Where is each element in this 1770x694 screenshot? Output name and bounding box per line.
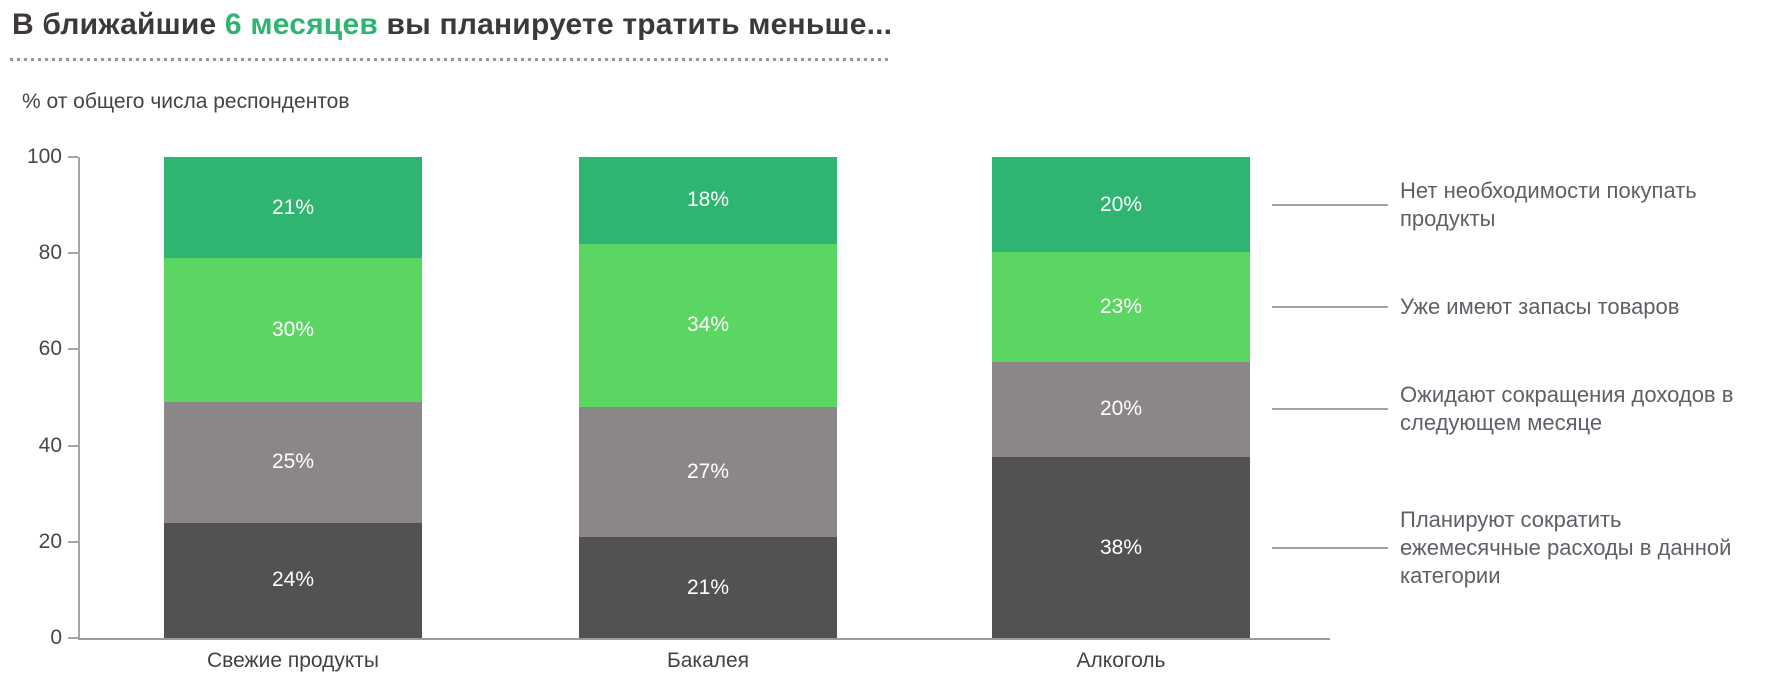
legend-item-label: Уже имеют запасы товаров (1400, 294, 1680, 319)
bar-segment: 30% (164, 258, 422, 403)
segment-value-label: 21% (686, 575, 730, 599)
bar-segment: 24% (164, 522, 422, 638)
page-title: В ближайшие 6 месяцев вы планируете трат… (12, 8, 892, 42)
segment-value-label: 30% (271, 318, 315, 342)
stacked-bar: 24% 25% 30% 21% (164, 157, 422, 638)
legend-item-label: Ожидают сокращения доходов в следующем м… (1400, 382, 1734, 436)
y-axis-tick-label: 40 (38, 433, 62, 457)
bar-segment: 21% (164, 157, 422, 259)
bar-segment: 27% (579, 407, 837, 537)
title-prefix: В ближайшие (12, 8, 225, 41)
bar-segment: 20% (992, 157, 1250, 253)
y-axis-tick-label: 60 (38, 337, 62, 361)
y-axis-tick (68, 637, 78, 639)
y-axis-caption: % от общего числа респондентов (22, 90, 350, 113)
segment-value-label: 25% (271, 450, 315, 474)
segment-value-label: 34% (686, 313, 730, 337)
title-underline-dotted-rule (10, 58, 888, 61)
title-suffix: вы планируете тратить меньше... (377, 8, 893, 41)
x-category-label: Бакалея (666, 649, 750, 672)
segment-value-label: 20% (1099, 397, 1143, 421)
bar-segment: 34% (579, 243, 837, 408)
x-axis-line (78, 638, 1330, 640)
bar-segment: 23% (992, 252, 1250, 362)
title-highlight: 6 месяцев (224, 8, 378, 41)
segment-value-label: 38% (1099, 535, 1143, 559)
segment-value-label: 20% (1099, 192, 1143, 216)
x-category-label: Свежие продукты (207, 649, 379, 672)
segment-value-label: 18% (686, 188, 730, 212)
legend-item-label: Планируют сократить ежемесячные расходы … (1400, 506, 1732, 588)
segment-value-label: 21% (271, 195, 315, 219)
segment-value-label: 24% (271, 568, 315, 592)
y-axis-tick-label: 20 (38, 529, 62, 553)
bar-segment: 25% (164, 402, 422, 523)
segment-value-label: 27% (686, 460, 730, 484)
bar-segment: 21% (579, 537, 837, 638)
segment-value-label: 23% (1099, 295, 1143, 319)
bar-segment: 20% (992, 361, 1250, 458)
legend-item-label: Нет необходимости покупать продукты (1400, 177, 1697, 231)
x-category-label: Алкоголь (1076, 649, 1166, 672)
bar-segment: 38% (992, 457, 1250, 638)
y-axis-tick (68, 156, 78, 158)
y-axis-tick-label: 100 (26, 145, 62, 168)
stacked-bar: 38% 20% 23% 20% (992, 157, 1250, 638)
y-axis-tick-label: 80 (38, 241, 62, 265)
y-axis-tick (68, 540, 78, 543)
bar-segment: 18% (579, 157, 837, 244)
stacked-bar: 21% 27% 34% 18% (579, 157, 837, 638)
stacked-bar-plot-area: 0 20 40 60 80 100 24% 25% 30% 21% Свежие продукты 2… (27, 145, 1330, 672)
y-axis-tick-label: 0 (50, 626, 62, 649)
y-axis-tick (68, 444, 78, 447)
y-axis-tick (68, 252, 78, 255)
y-axis-tick (68, 348, 78, 351)
